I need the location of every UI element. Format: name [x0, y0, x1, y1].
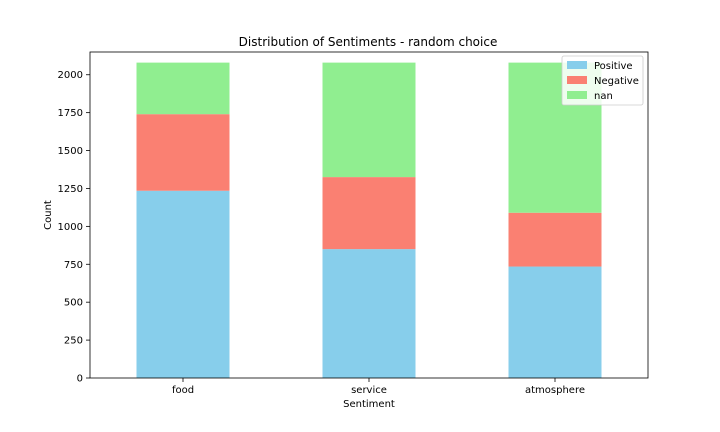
y-tick-label: 1000: [58, 222, 83, 233]
bar-negative-service: [322, 177, 416, 250]
y-tick-label: 1250: [58, 184, 83, 195]
legend-swatch-nan: [567, 91, 587, 99]
y-axis-ticks: 0 250 500 750 1000 1250 1500 1750 2000: [58, 70, 90, 385]
x-tick-label: atmosphere: [525, 385, 585, 396]
y-tick-label: 0: [77, 374, 83, 385]
chart-title: Distribution of Sentiments - random choi…: [239, 35, 498, 49]
y-tick-label: 250: [64, 336, 83, 347]
bar-nan-food: [136, 62, 230, 115]
bar-negative-atmosphere: [508, 212, 602, 267]
y-tick-label: 500: [64, 298, 83, 309]
x-tick-label: food: [172, 385, 194, 396]
legend: Positive Negative nan: [561, 55, 644, 106]
bar-negative-food: [136, 114, 230, 191]
y-tick-label: 2000: [58, 70, 83, 81]
x-axis-label: Sentiment: [343, 399, 395, 410]
x-tick-label: service: [351, 385, 387, 396]
bar-positive-food: [136, 190, 230, 378]
y-tick-label: 1500: [58, 146, 83, 157]
y-axis-label: Count: [43, 200, 54, 230]
legend-label-negative: Negative: [594, 76, 639, 87]
legend-label-nan: nan: [594, 91, 613, 102]
bar-positive-atmosphere: [508, 266, 602, 378]
legend-label-positive: Positive: [594, 61, 633, 72]
legend-swatch-negative: [567, 76, 587, 84]
y-tick-label: 1750: [58, 108, 83, 119]
x-axis-ticks: food service atmosphere: [172, 378, 585, 396]
bars-group: [136, 62, 602, 378]
bar-positive-service: [322, 249, 416, 378]
bar-nan-service: [322, 62, 416, 178]
y-tick-label: 750: [64, 260, 83, 271]
legend-swatch-positive: [567, 61, 587, 69]
